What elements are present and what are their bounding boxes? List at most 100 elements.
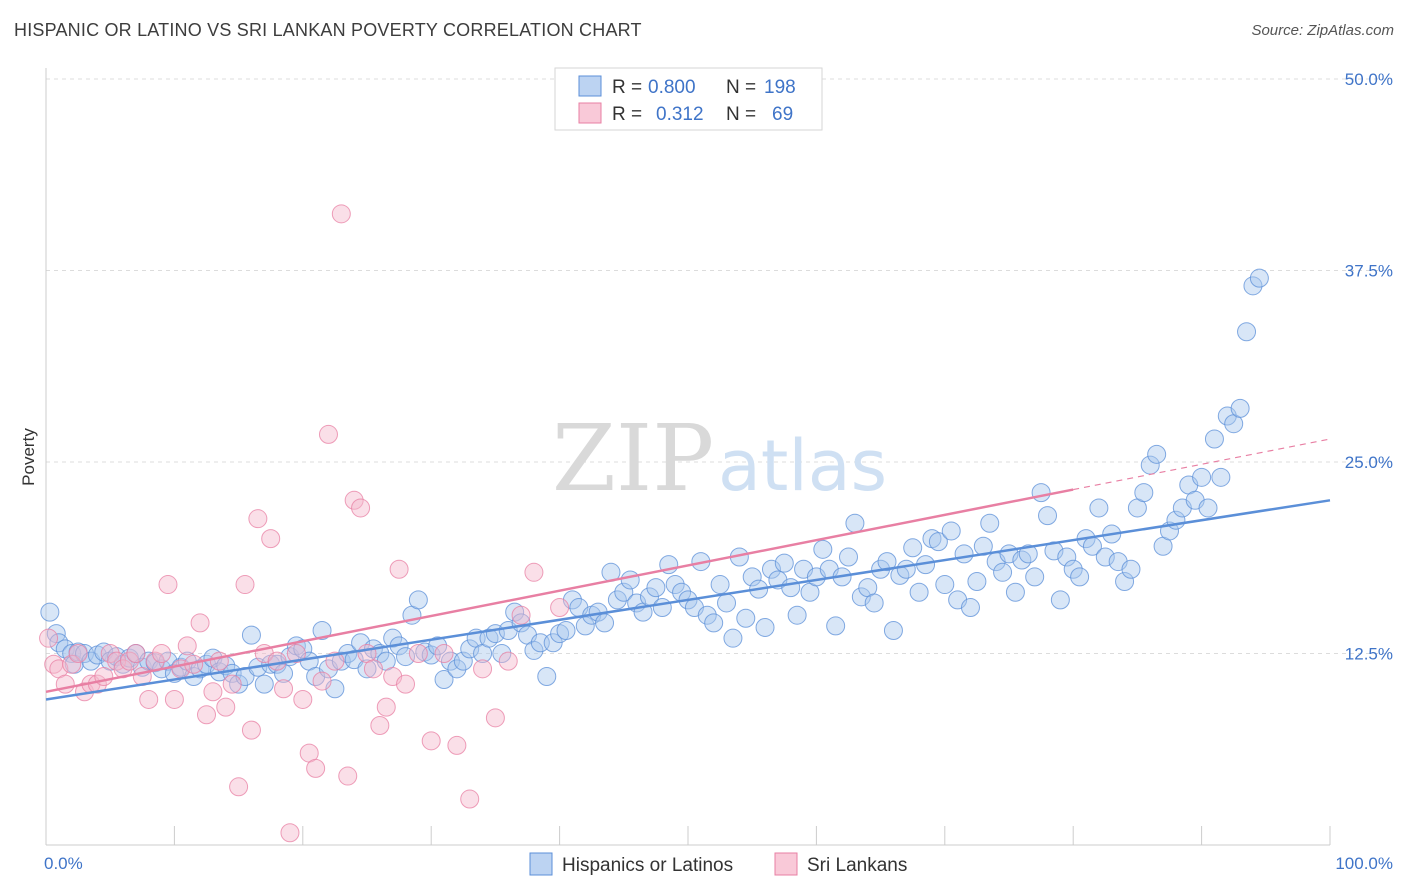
- point-hispanic-154: [1018, 544, 1038, 564]
- point-hispanic-63: [434, 670, 454, 690]
- point-hispanic-104: [697, 605, 717, 625]
- legend-n-label-2: N =: [726, 104, 756, 125]
- point-hispanic-136: [903, 538, 923, 558]
- point-hispanic-107: [717, 593, 737, 613]
- point-srilankan-55: [389, 559, 409, 579]
- point-hispanic-188: [1237, 322, 1257, 342]
- point-hispanic-140: [928, 532, 948, 552]
- point-hispanic-88: [595, 613, 615, 633]
- point-hispanic-182: [1198, 498, 1218, 518]
- trend-line-hispanic: [45, 499, 1331, 701]
- point-hispanic-110: [736, 608, 756, 628]
- point-hispanic-114: [761, 559, 781, 579]
- point-hispanic-160: [1057, 547, 1077, 567]
- point-srilankan-57: [408, 644, 428, 663]
- point-srilankan-35: [261, 529, 281, 549]
- point-srilankan-37: [274, 679, 294, 699]
- point-hispanic-148: [980, 513, 1000, 533]
- point-hispanic-67: [460, 639, 480, 659]
- point-srilankan-33: [248, 509, 268, 529]
- point-hispanic-99: [665, 575, 685, 595]
- point-hispanic-111: [742, 567, 762, 587]
- point-hispanic-126: [839, 547, 858, 567]
- point-srilankan-29: [222, 674, 242, 694]
- trend-line-srilankan: [45, 488, 1074, 694]
- bottom-legend: Hispanics or Latinos Sri Lankans: [529, 852, 907, 876]
- point-hispanic-174: [1147, 444, 1167, 464]
- point-hispanic-116: [774, 553, 794, 573]
- point-srilankan-46: [331, 204, 351, 224]
- point-srilankan-64: [498, 651, 518, 671]
- point-hispanic-142: [941, 521, 961, 541]
- point-srilankan-48: [344, 490, 364, 510]
- point-hispanic-172: [1134, 483, 1154, 503]
- point-hispanic-106: [710, 575, 730, 595]
- point-hispanic-128: [851, 587, 871, 607]
- point-hispanic-135: [896, 559, 916, 579]
- point-hispanic-55: [383, 628, 403, 648]
- point-srilankan-32: [241, 720, 261, 740]
- legend-r-label-1: R =: [612, 77, 642, 98]
- point-srilankan-49: [351, 498, 371, 518]
- point-hispanic-189: [1243, 276, 1263, 296]
- point-srilankan-56: [396, 674, 416, 694]
- point-hispanic-161: [1063, 559, 1083, 579]
- point-hispanic-0: [40, 602, 60, 622]
- point-hispanic-90: [607, 590, 627, 610]
- point-hispanic-57: [396, 647, 416, 667]
- point-srilankan-5: [68, 644, 88, 663]
- grid-lines: [46, 78, 1392, 654]
- point-hispanic-91: [614, 582, 634, 602]
- point-hispanic-80: [543, 633, 563, 653]
- point-hispanic-79: [537, 666, 557, 686]
- point-srilankan-65: [511, 605, 531, 625]
- point-srilankan-0: [39, 628, 59, 648]
- point-hispanic-133: [883, 621, 903, 641]
- point-srilankan-67: [550, 598, 570, 618]
- legend-swatch-hispanic: [578, 75, 602, 97]
- point-hispanic-44: [312, 621, 332, 641]
- point-srilankan-63: [485, 708, 505, 728]
- axes: [45, 68, 1331, 846]
- tick-labels: 12.5% 25.0% 37.5% 50.0% 0.0% 100.0%: [44, 70, 1393, 873]
- watermark-atlas: atlas: [718, 425, 887, 507]
- point-hispanic-145: [960, 598, 980, 618]
- point-hispanic-77: [524, 640, 544, 660]
- point-hispanic-122: [813, 539, 833, 559]
- point-hispanic-162: [1070, 567, 1090, 587]
- point-srilankan-60: [447, 735, 467, 755]
- point-srilankan-47: [338, 766, 358, 786]
- point-hispanic-152: [1005, 582, 1025, 602]
- point-srilankan-14: [126, 644, 146, 663]
- point-hispanic-155: [1025, 567, 1045, 587]
- point-hispanic-170: [1121, 559, 1141, 579]
- point-hispanic-187: [1230, 398, 1250, 418]
- bottom-legend-label-srilankan: Sri Lankans: [807, 855, 907, 876]
- point-srilankan-62: [473, 659, 493, 679]
- point-hispanic-117: [781, 578, 801, 598]
- point-srilankan-13: [119, 651, 139, 671]
- point-hispanic-51: [357, 659, 377, 679]
- point-srilankan-59: [434, 644, 454, 663]
- point-hispanic-127: [845, 513, 865, 533]
- x-tick-label-0: 0.0%: [44, 854, 83, 873]
- chart-title: HISPANIC OR LATINO VS SRI LANKAN POVERTY…: [14, 20, 642, 40]
- point-srilankan-10: [100, 644, 120, 663]
- point-hispanic-157: [1038, 506, 1058, 526]
- point-srilankan-28: [216, 697, 236, 717]
- bottom-legend-label-hispanic: Hispanics or Latinos: [562, 855, 733, 876]
- bottom-legend-swatch-hispanic: [529, 852, 553, 876]
- point-srilankan-42: [306, 758, 326, 778]
- point-hispanic-105: [704, 613, 724, 633]
- point-hispanic-118: [787, 605, 807, 625]
- point-hispanic-141: [935, 575, 955, 595]
- point-hispanic-159: [1050, 590, 1070, 610]
- point-srilankan-25: [197, 705, 216, 725]
- point-hispanic-144: [954, 544, 974, 564]
- point-hispanic-92: [620, 570, 640, 590]
- point-srilankan-19: [158, 575, 178, 595]
- legend-box: R = 0.800 N = 198 R = 0.312 N = 69: [554, 67, 823, 131]
- point-srilankan-40: [293, 689, 313, 709]
- y-tick-label-1: 25.0%: [1345, 453, 1393, 472]
- x-tick-label-1: 100.0%: [1335, 854, 1393, 873]
